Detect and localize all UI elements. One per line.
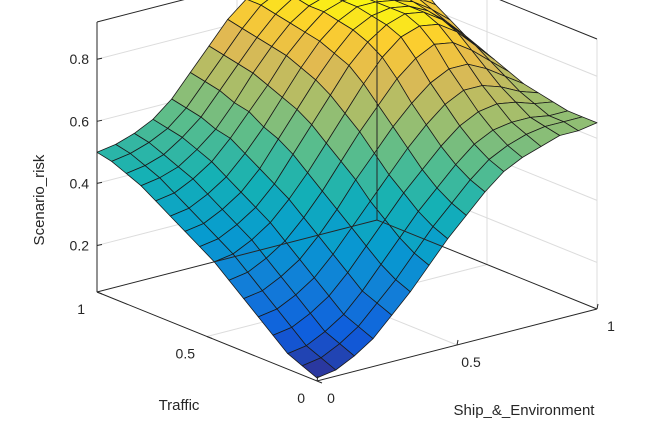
surface-cell — [298, 0, 320, 7]
grid-line-z — [96, 0, 598, 77]
z-tick-mark — [96, 57, 103, 60]
axes-box — [96, 0, 598, 310]
x-tick-mark — [456, 339, 459, 346]
surface-cell — [301, 357, 337, 379]
z-tick-label: 0.8 — [70, 51, 90, 67]
x-axis-label: Ship_&_Environment — [454, 402, 596, 419]
axes-box-back-top — [96, 0, 598, 40]
y-tick-label: 1 — [77, 301, 85, 317]
z-tick-label: 0.2 — [70, 237, 90, 253]
x-tick-mark — [316, 375, 319, 382]
x-tick-label: 0 — [327, 390, 335, 406]
y-tick-mark — [206, 336, 213, 339]
z-tick-mark — [96, 243, 103, 246]
tick-labels: 0.2 0.4 0.6 0.8 0 0.5 1 0 0.5 1 — [70, 22, 615, 406]
y-axis-label: Traffic — [159, 397, 200, 414]
x-tick-label: 0.5 — [461, 354, 481, 370]
y-tick-mark — [96, 291, 103, 295]
y-tick-mark — [316, 380, 323, 384]
z-axis-label: Scenario_risk — [31, 154, 48, 245]
x-tick-label: 1 — [607, 318, 615, 334]
z-tick-mark — [96, 181, 103, 184]
surface-mesh — [96, 0, 598, 379]
y-tick-label: 0.5 — [176, 346, 196, 362]
y-tick-label: 0 — [297, 390, 305, 406]
z-tick-mark — [96, 119, 103, 122]
z-tick-label: 0.4 — [70, 175, 90, 191]
x-tick-mark — [596, 303, 599, 310]
z-tick-label: 0.6 — [70, 113, 90, 129]
